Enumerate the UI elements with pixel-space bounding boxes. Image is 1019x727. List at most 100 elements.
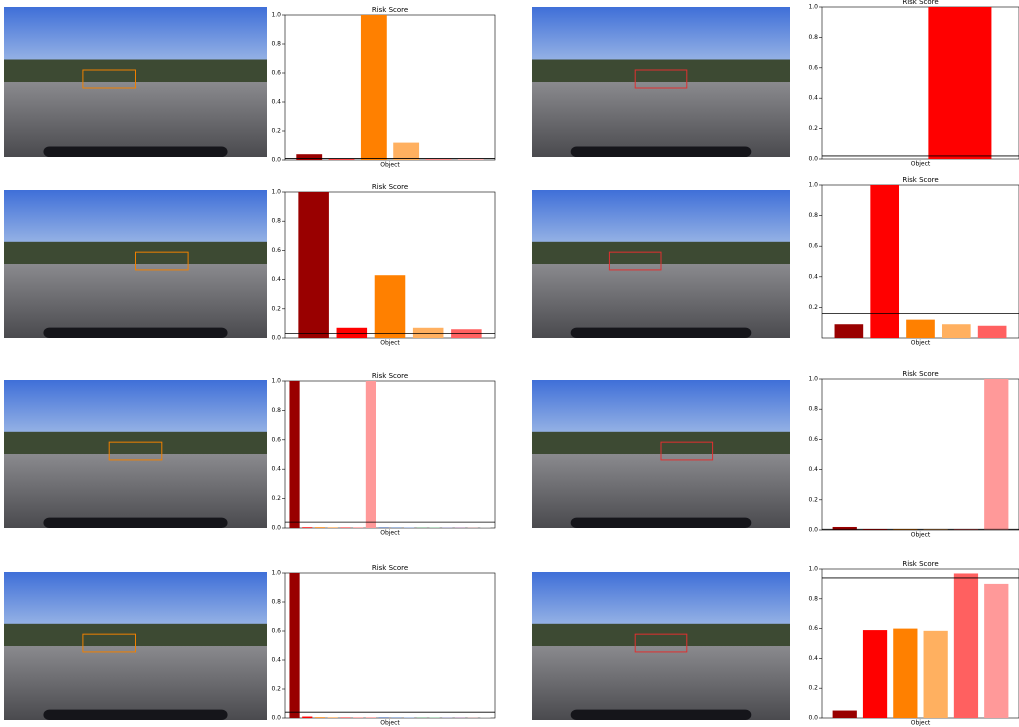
- y-tick-label: 0.8: [271, 407, 281, 414]
- chart-title: Risk Score: [902, 560, 938, 568]
- bar: [429, 717, 440, 718]
- y-tick-label: 0.6: [271, 247, 281, 254]
- camera-image: [532, 190, 790, 338]
- y-tick-label: 1.0: [808, 566, 818, 573]
- y-tick-label: 1.0: [271, 12, 281, 19]
- y-tick-label: 0.0: [271, 715, 281, 722]
- chart: Risk Score Object 0.0 0.2 0.4 0.6 0.8 1.0: [271, 6, 496, 169]
- bar: [425, 159, 452, 160]
- y-tick-label: 0.0: [271, 335, 281, 342]
- y-tick-label: 0.0: [808, 715, 818, 722]
- bar: [340, 527, 351, 528]
- bar: [906, 319, 935, 338]
- chart-title: Risk Score: [902, 0, 938, 6]
- box: [608, 251, 662, 271]
- bar: [870, 185, 900, 338]
- camera-image: [532, 572, 790, 720]
- y-tick-label: 0.6: [271, 436, 281, 443]
- bar: [984, 379, 1009, 530]
- bar: [314, 717, 326, 718]
- bar: [404, 717, 415, 718]
- chart: Risk Score Object 0.0 0.2 0.4 0.6 0.8 1.0: [271, 372, 496, 537]
- road: [4, 82, 267, 157]
- bar: [928, 7, 992, 159]
- bar: [457, 159, 484, 160]
- y-tick-label: 0.2: [808, 496, 818, 503]
- y-tick-label: 0.8: [271, 218, 281, 225]
- camera-image: [4, 7, 267, 157]
- hood: [43, 146, 228, 157]
- bar: [416, 717, 427, 718]
- bar: [454, 717, 466, 718]
- bar: [467, 717, 478, 718]
- road: [532, 646, 790, 720]
- bar: [480, 717, 491, 718]
- chart: Risk Score Object 0.0 0.2 0.4 0.6 0.8 1.0: [808, 560, 1019, 727]
- bar: [412, 327, 444, 338]
- y-tick-label: 0.4: [808, 466, 818, 473]
- bar: [923, 630, 948, 718]
- y-tick-label: 0.2: [808, 304, 818, 311]
- bar: [365, 381, 376, 528]
- y-tick-label: 0.0: [271, 525, 281, 532]
- y-tick-label: 0.4: [271, 657, 281, 664]
- y-tick-label: 0.4: [271, 99, 281, 106]
- chart-title: Risk Score: [372, 6, 408, 14]
- y-tick-label: 0.6: [808, 243, 818, 250]
- x-axis-label: Object: [911, 161, 931, 168]
- bar: [480, 527, 491, 528]
- y-tick-label: 0.0: [808, 156, 818, 163]
- bar: [336, 327, 368, 338]
- camera-image: [4, 380, 267, 528]
- road: [532, 82, 790, 157]
- y-tick-label: 0.2: [271, 686, 281, 693]
- y-tick-label: 0.4: [808, 95, 818, 102]
- bar: [353, 527, 364, 528]
- y-tick-label: 1.0: [808, 376, 818, 383]
- plot-area: [284, 380, 496, 529]
- y-tick-label: 0.8: [808, 406, 818, 413]
- y-tick-label: 0.6: [808, 625, 818, 632]
- y-tick-label: 1.0: [271, 378, 281, 385]
- plot-area: [821, 184, 1019, 339]
- y-tick-label: 0.2: [271, 305, 281, 312]
- box: [135, 251, 189, 271]
- y-tick-label: 0.8: [808, 212, 818, 219]
- bar: [977, 325, 1007, 338]
- bar: [442, 717, 453, 718]
- bar: [378, 717, 389, 718]
- bar: [327, 717, 338, 718]
- road: [4, 646, 267, 720]
- chart-title: Risk Score: [372, 564, 408, 572]
- camera-image: [4, 572, 267, 720]
- bar: [353, 717, 364, 718]
- bar: [467, 527, 478, 528]
- bar: [340, 717, 351, 718]
- y-tick-label: 0.2: [271, 495, 281, 502]
- bar: [404, 527, 415, 528]
- bar: [832, 526, 857, 530]
- y-tick-label: 0.0: [808, 527, 818, 534]
- box: [634, 633, 688, 653]
- bar: [832, 710, 857, 718]
- plot-area: [284, 14, 496, 161]
- x-axis-label: Object: [911, 720, 931, 727]
- y-tick-label: 0.4: [271, 276, 281, 283]
- bar: [314, 527, 326, 528]
- y-tick-label: 1.0: [271, 189, 281, 196]
- y-tick-label: 1.0: [808, 4, 818, 11]
- chart: Risk Score Object 0.0 0.2 0.4 0.6 0.8 1.0: [808, 0, 1019, 168]
- bar: [360, 15, 387, 160]
- chart-title: Risk Score: [372, 183, 408, 191]
- bar: [429, 527, 440, 528]
- hood: [570, 517, 752, 528]
- y-tick-label: 0.4: [271, 466, 281, 473]
- bar: [984, 583, 1009, 718]
- hood: [570, 327, 752, 338]
- bar: [862, 630, 888, 718]
- y-tick-label: 0.8: [271, 599, 281, 606]
- camera-image: [4, 190, 267, 338]
- chart: Risk Score Object 0.0 0.2 0.4 0.6 0.8 1.0: [271, 183, 496, 347]
- bar: [302, 527, 313, 528]
- y-tick-label: 0.6: [271, 628, 281, 635]
